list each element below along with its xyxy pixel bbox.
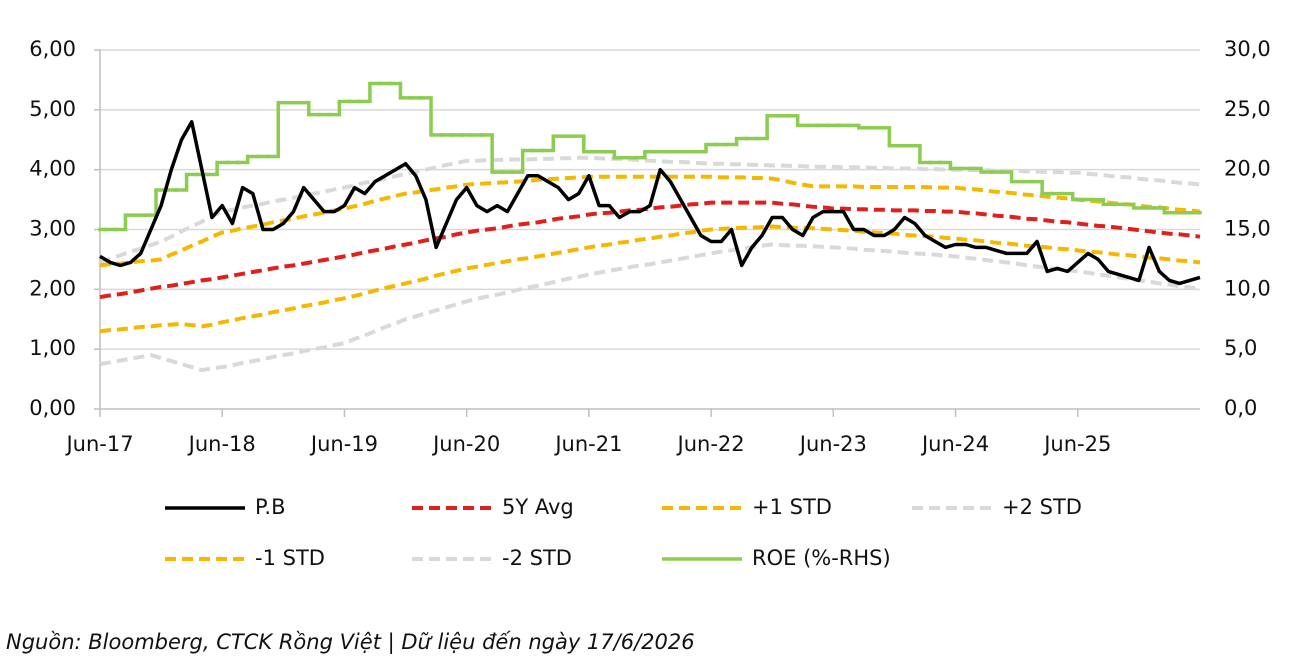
source-note: Nguồn: Bloomberg, CTCK Rồng Việt | Dữ li… — [6, 630, 695, 655]
legend-label: P.B — [255, 495, 285, 519]
y-tick-label: 2,00 — [29, 276, 76, 300]
x-tick-label: Jun-17 — [64, 432, 133, 456]
y2-tick-label: 10,0 — [1224, 276, 1271, 300]
legend-label: -2 STD — [502, 546, 572, 570]
series-line — [99, 242, 1201, 373]
x-tick-label: Jun-23 — [798, 432, 867, 456]
y2-tick-label: 30,0 — [1224, 37, 1271, 61]
y-tick-label: 6,00 — [29, 37, 76, 61]
series-line — [99, 224, 1201, 334]
y-tick-label: 4,00 — [29, 157, 76, 181]
legend-label: +1 STD — [752, 495, 832, 519]
x-tick-label: Jun-21 — [553, 432, 622, 456]
series-line — [99, 200, 1201, 300]
x-tick-label: Jun-24 — [920, 432, 989, 456]
series-line — [99, 174, 1201, 268]
y2-tick-label: 20,0 — [1224, 157, 1271, 181]
y-tick-label: 1,00 — [29, 336, 76, 360]
legend-label: +2 STD — [1002, 495, 1082, 519]
y-tick-label: 3,00 — [29, 217, 76, 241]
x-tick-label: Jun-20 — [431, 432, 500, 456]
x-tick-label: Jun-22 — [676, 432, 745, 456]
x-tick-label: Jun-18 — [187, 432, 256, 456]
y2-tick-label: 25,0 — [1224, 97, 1271, 121]
y-tick-label: 5,00 — [29, 97, 76, 121]
legend-label: 5Y Avg — [502, 495, 574, 519]
legend-label: ROE (%-RHS) — [752, 546, 891, 570]
y-tick-label: 0,00 — [29, 396, 76, 420]
x-tick-label: Jun-19 — [309, 432, 378, 456]
y2-tick-label: 5,0 — [1224, 336, 1257, 360]
series-line — [99, 120, 1201, 286]
y2-tick-label: 15,0 — [1224, 217, 1271, 241]
y2-tick-label: 0,0 — [1224, 396, 1257, 420]
x-tick-label: Jun-25 — [1042, 432, 1111, 456]
legend-label: -1 STD — [255, 546, 325, 570]
series-line — [99, 155, 1201, 265]
